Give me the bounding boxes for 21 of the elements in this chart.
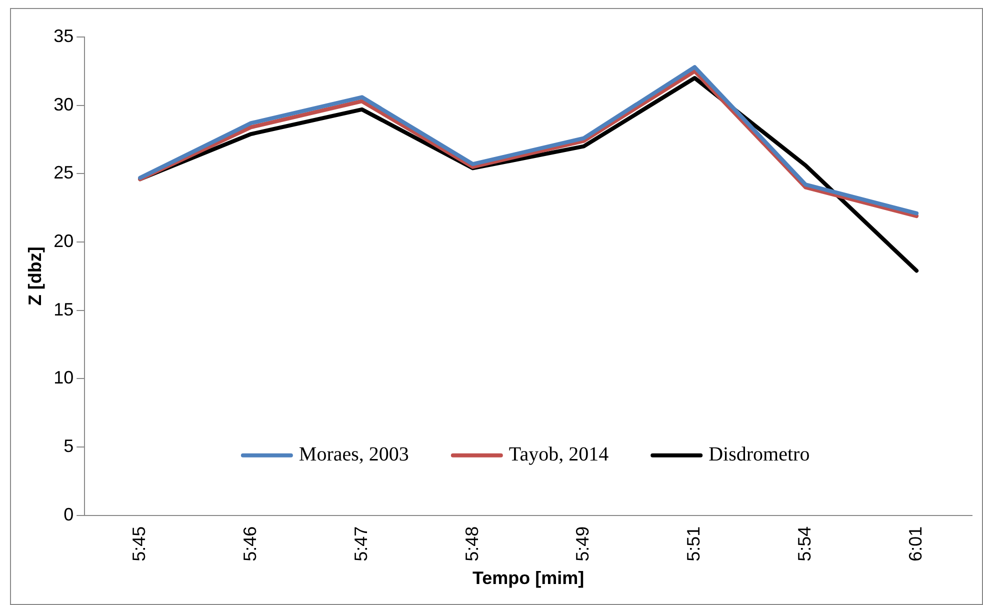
y-tick-label: 35 [54,26,74,46]
x-tick-label: 5:47 [350,526,371,562]
y-tick-label: 10 [54,368,74,388]
x-tick-label: 6:01 [906,526,926,562]
x-tick-label: 5:51 [684,526,704,562]
y-tick-label: 15 [54,299,74,320]
y-tick-label: 30 [54,94,74,114]
x-tick-label: 5:46 [240,526,260,562]
legend-label: Moraes, 2003 [298,444,409,466]
y-tick-label: 20 [54,230,74,251]
x-tick-label: 5:49 [572,526,593,562]
x-tick-label: 5:48 [462,526,482,562]
y-tick-label: 5 [64,436,74,456]
legend-label: Tayob, 2014 [508,444,609,466]
y-tick-label: 25 [54,162,74,183]
x-axis-title: Tempo [mim] [472,568,584,588]
x-tick-label: 5:45 [129,526,150,562]
y-axis-title: Z [dbz] [24,246,45,306]
x-tick-label: 5:54 [794,526,815,562]
legend-label: Disdrometro [708,444,810,466]
y-tick-label: 0 [64,504,74,524]
